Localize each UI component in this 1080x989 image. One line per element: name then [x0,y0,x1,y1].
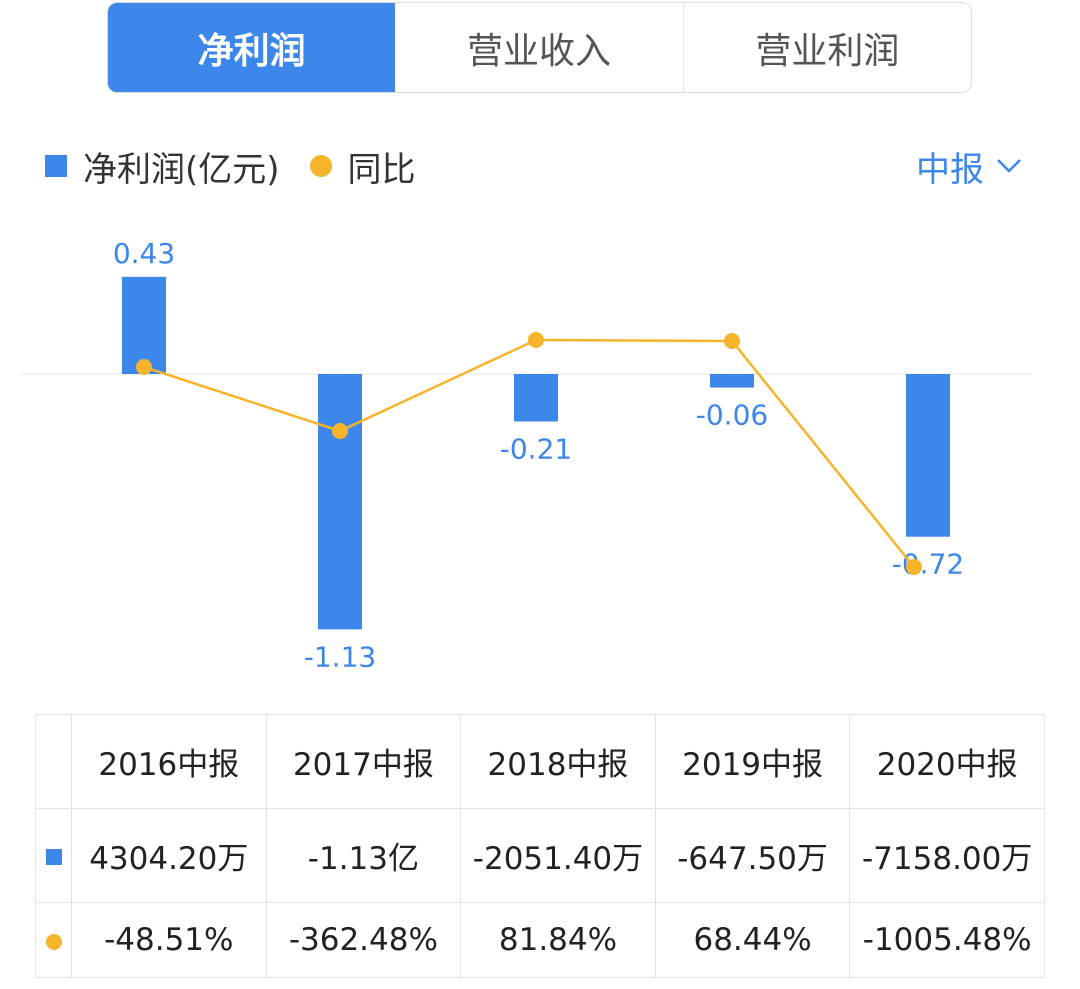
tab-revenue[interactable]: 营业收入 [395,3,684,92]
table-header-cell: 2017中报 [265,714,462,809]
table-header-cell: 2019中报 [654,714,851,809]
data-table: 2016中报 2017中报 2018中报 2019中报 2020中报 4304.… [35,714,1045,979]
yoy-cell: -48.51% [71,901,267,979]
bar [318,374,362,630]
bar-legend-swatch [45,155,67,177]
yoy-cell: 68.44% [654,901,851,979]
table-row-profit: 4304.20万 -1.13亿 -2051.40万 -647.50万 -7158… [35,807,1045,903]
yoy-cell: 81.84% [460,901,656,979]
table-header-cell: 2020中报 [849,714,1045,809]
yoy-cell: -362.48% [265,901,462,979]
tab-net-profit[interactable]: 净利润 [108,3,396,92]
line-legend-label: 同比 [347,149,416,190]
line-legend-swatch [309,155,332,177]
profit-cell: -2051.40万 [460,807,656,903]
bar-value-label: -1.13 [304,640,376,673]
yoy-point [724,333,740,349]
table-header-cell: 2016中报 [71,714,267,809]
bar [710,374,754,388]
tab-operating-profit[interactable]: 营业利润 [755,30,900,72]
period-selector[interactable]: 中报 [916,140,1022,192]
profit-cell: -647.50万 [654,807,851,903]
table-corner-cell [35,714,72,809]
line-marker-icon [45,933,62,950]
net-profit-chart: 0.43-1.13-0.21-0.06-0.72 [20,237,1032,673]
yoy-point [906,559,922,575]
profit-row-marker [35,807,72,903]
yoy-row-marker [35,901,72,979]
table-row-yoy: -48.51% -362.48% 81.84% 68.44% -1005.48% [35,901,1045,979]
table-header-cell: 2018中报 [460,714,656,809]
bar-value-label: -0.21 [500,432,572,465]
yoy-cell: -1005.48% [849,901,1045,979]
bar [514,374,558,422]
bar [906,374,950,537]
yoy-point [136,359,152,375]
profit-cell: 4304.20万 [71,807,267,903]
profit-cell: -1.13亿 [265,807,462,903]
chevron-down-icon [997,159,1021,173]
bar [122,276,166,374]
table-header-row: 2016中报 2017中报 2018中报 2019中报 2020中报 [35,714,1045,809]
bar-value-label: -0.06 [696,399,768,432]
profit-cell: -7158.00万 [849,807,1045,903]
yoy-point [332,423,348,439]
chart-legend: 净利润(亿元) 同比 [45,140,416,192]
metric-tabs: 净利润 营业收入 营业利润 [107,2,972,93]
yoy-point [528,332,544,348]
bar-value-label: 0.43 [113,237,175,270]
period-selector-label: 中报 [916,149,984,190]
bar-marker-icon [45,849,62,866]
bar-legend-label: 净利润(亿元) [83,149,280,190]
